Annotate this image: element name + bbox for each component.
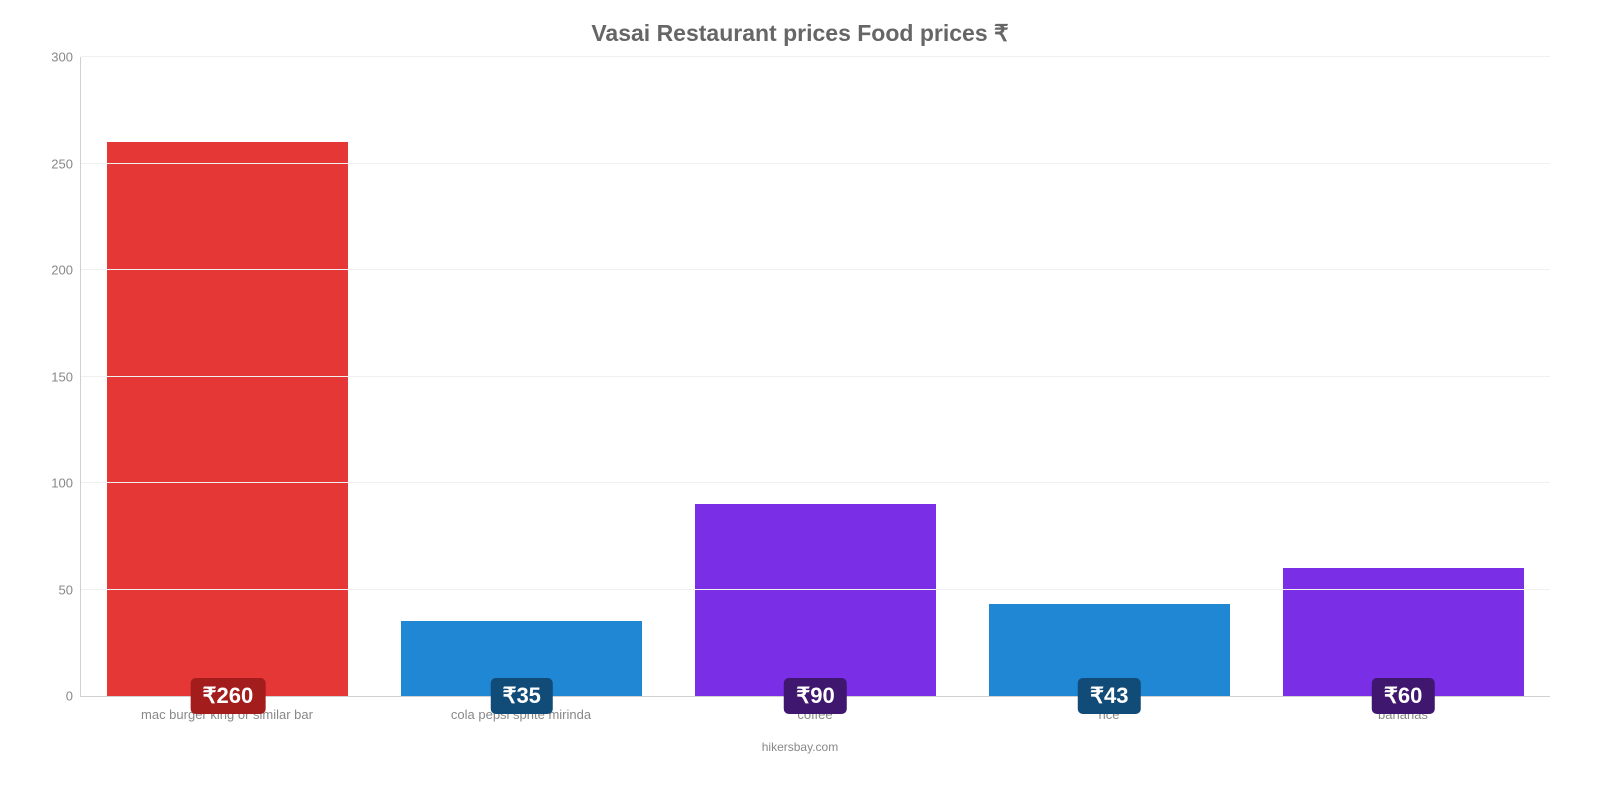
gridline [81,56,1550,57]
gridline [81,589,1550,590]
bar-slot: ₹60 [1256,57,1550,696]
bar: ₹43 [989,604,1230,696]
gridline [81,163,1550,164]
value-badge: ₹35 [490,678,552,714]
bar: ₹260 [107,142,348,696]
value-badge: ₹60 [1372,678,1434,714]
value-badge: ₹90 [784,678,846,714]
value-badge: ₹260 [191,678,266,714]
y-tick-label: 200 [51,263,81,278]
bar: ₹35 [401,621,642,696]
plot-area: ₹260₹35₹90₹43₹60 050100150200250300 [80,57,1550,697]
bar-slot: ₹43 [962,57,1256,696]
y-tick-label: 100 [51,476,81,491]
bar-slot: ₹90 [669,57,963,696]
gridline [81,269,1550,270]
y-tick-label: 150 [51,369,81,384]
bar-slot: ₹35 [375,57,669,696]
y-tick-label: 250 [51,156,81,171]
gridline [81,376,1550,377]
chart-footer: hikersbay.com [40,740,1560,754]
value-badge: ₹43 [1078,678,1140,714]
y-tick-label: 0 [66,689,81,704]
bar: ₹90 [695,504,936,696]
bar-slot: ₹260 [81,57,375,696]
chart-container: Vasai Restaurant prices Food prices ₹ ₹2… [0,0,1600,800]
y-tick-label: 50 [59,582,81,597]
bar: ₹60 [1283,568,1524,696]
y-tick-label: 300 [51,50,81,65]
chart-title: Vasai Restaurant prices Food prices ₹ [40,20,1560,47]
plot-inner: ₹260₹35₹90₹43₹60 050100150200250300 [80,57,1550,697]
gridline [81,482,1550,483]
bars-layer: ₹260 ₹35 ₹90 ₹43 ₹60 [81,57,1550,696]
